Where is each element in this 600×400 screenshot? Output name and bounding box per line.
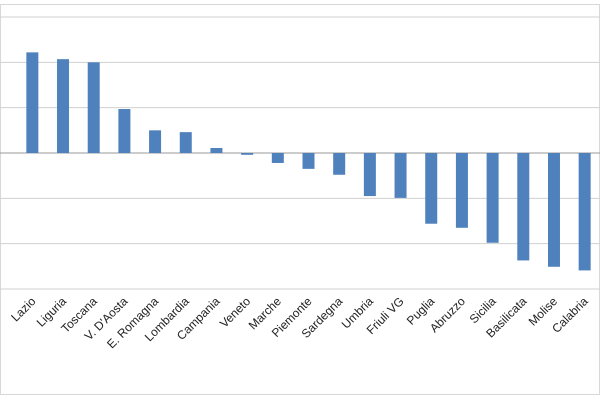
bar: [363, 153, 376, 197]
bar: [179, 132, 192, 153]
bar: [547, 153, 560, 267]
bar: [241, 153, 254, 155]
bar: [425, 153, 438, 224]
bar: [394, 153, 407, 198]
bar: [271, 153, 284, 163]
bar: [210, 148, 223, 153]
bar: [149, 130, 162, 153]
bar: [333, 153, 346, 175]
bar: [26, 52, 39, 153]
bar: [302, 153, 315, 169]
bar: [578, 153, 591, 271]
bar: [57, 59, 70, 153]
bar: [517, 153, 530, 261]
bar: [87, 62, 100, 154]
bar: [455, 153, 468, 228]
bar: [118, 109, 131, 153]
bar: [486, 153, 499, 243]
